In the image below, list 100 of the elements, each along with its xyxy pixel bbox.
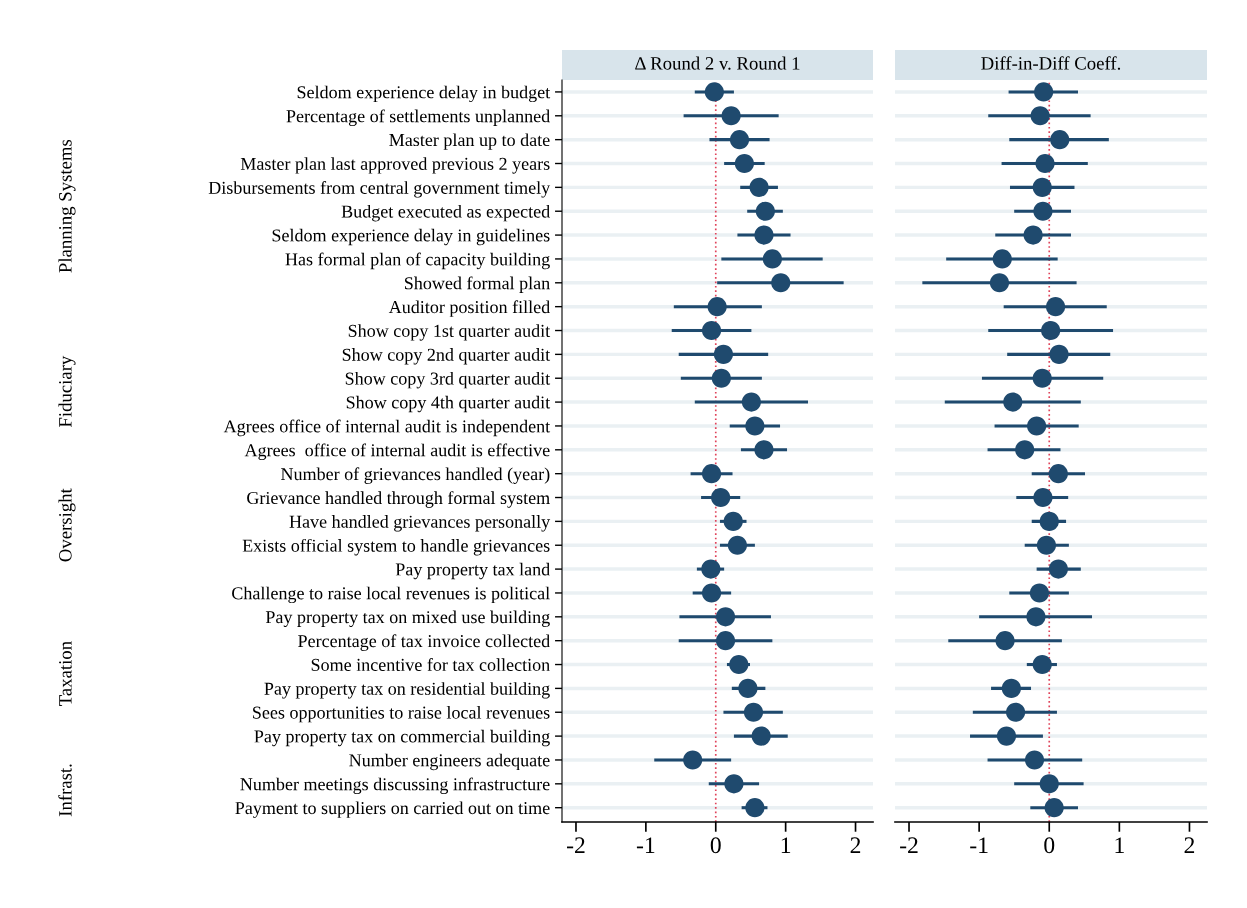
text: Fiduciary: [58, 355, 76, 428]
point: [1006, 702, 1026, 722]
point: [729, 654, 749, 675]
point: [723, 511, 743, 531]
point: [701, 320, 722, 341]
point: [721, 106, 741, 126]
point: [711, 487, 731, 508]
y-tick-label: Has formal plan of capacity building: [285, 252, 550, 270]
point: [738, 678, 758, 698]
point: [713, 344, 734, 364]
y-tick-label: Master plan last approved previous 2 years: [240, 157, 550, 174]
y-tick-label: Some incentive for tax collection: [311, 658, 550, 671]
y-tick-label: Have handled grievances personally: [289, 515, 551, 532]
point: [715, 631, 736, 651]
point: [701, 583, 722, 603]
point: [707, 297, 727, 317]
point: [1015, 440, 1035, 460]
point: [1003, 392, 1023, 412]
y-tick-label: Show copy 4th quarter audit: [346, 395, 551, 413]
point: [1029, 583, 1049, 603]
point: [1048, 464, 1068, 484]
y-tick-label: Budget executed as expected: [341, 204, 550, 222]
point: [754, 225, 774, 245]
point: [1030, 106, 1050, 126]
x-tick-label: -2: [900, 837, 918, 853]
point: [704, 82, 724, 102]
x-tick-label: 0: [710, 837, 721, 854]
point: [1034, 82, 1054, 102]
point: [701, 559, 721, 579]
y-tick-label: Agrees office of internal audit is independent: [223, 419, 551, 437]
y-tick-label: Seldom experience delay in budget: [297, 85, 551, 103]
point: [762, 249, 782, 269]
y-tick-label: Exists official system to handle grievances: [242, 538, 550, 556]
point: [1026, 607, 1046, 627]
y-tick-label: Number meetings discussing infrastructure: [240, 777, 550, 795]
x-tick-label: 2: [1184, 837, 1195, 853]
point: [992, 249, 1012, 269]
point: [683, 750, 703, 770]
point: [701, 464, 722, 484]
y-tick-label: Number of grievances handled (year): [281, 467, 550, 484]
point: [1039, 511, 1059, 531]
point: [1048, 559, 1068, 579]
y-tick-label: Agrees office of internal audit is effective: [244, 443, 550, 461]
y-tick-label: Show copy 2nd quarter audit: [342, 348, 551, 365]
y-tick-label: Master plan up to date: [389, 133, 550, 150]
point: [1033, 201, 1053, 221]
chart-title: Diff-in-Diff Coeff.: [981, 56, 1121, 70]
point: [734, 153, 754, 174]
y-tick-label: Challenge to raise local revenues is political: [232, 586, 550, 604]
chart-title: Δ Round 2 v. Round 1: [635, 56, 800, 70]
x-tick-label: -1: [636, 837, 655, 853]
point: [996, 726, 1017, 746]
point: [755, 201, 775, 221]
point: [715, 607, 736, 627]
y-tick-label: Disbursements from central government timely: [208, 181, 551, 198]
y-tick-label: Percentage of settlements unplanned: [286, 109, 550, 127]
text: Oversight: [58, 488, 76, 562]
point: [1024, 750, 1045, 770]
point: [1027, 416, 1047, 436]
point: [729, 130, 750, 150]
point: [1044, 798, 1064, 818]
y-tick-label: Seldom experience delay in guidelines: [272, 228, 550, 246]
point: [1001, 678, 1021, 698]
y-tick-label: Pay property tax on residential building: [264, 682, 550, 699]
text: Infrast.: [58, 764, 72, 817]
y-tick-label: Number engineers adequate: [349, 753, 550, 771]
y-tick-label: Pay property tax on mixed use building: [265, 610, 550, 627]
point: [1049, 344, 1069, 364]
y-tick-label: Auditor position filled: [388, 300, 550, 317]
point: [749, 177, 769, 197]
point: [989, 273, 1010, 293]
point: [1032, 368, 1052, 388]
y-tick-label: Sees opportunities to raise local revenues: [253, 705, 550, 723]
text: Taxation: [59, 641, 72, 706]
x-tick-label: 2: [850, 837, 861, 853]
point: [754, 440, 774, 460]
point: [711, 368, 731, 388]
y-tick-label: Show copy 3rd quarter audit: [345, 371, 551, 389]
y-tick-label: Show copy 1st quarter audit: [348, 324, 551, 341]
y-tick-label: Pay property tax land: [395, 562, 550, 580]
y-tick-label: Payment to suppliers on carried out on time: [235, 801, 550, 818]
point: [1033, 487, 1053, 508]
x-tick-label: -2: [567, 837, 585, 853]
point: [995, 631, 1015, 651]
x-tick-label: 1: [781, 837, 791, 853]
point: [743, 702, 764, 722]
y-tick-label: Pay property tax on commercial building: [254, 729, 550, 747]
point: [1050, 130, 1070, 150]
point: [1039, 774, 1059, 794]
point: [1036, 535, 1057, 555]
y-tick-label: Grievance handled through formal system: [247, 491, 550, 508]
text: Planning Systems: [58, 139, 76, 273]
x-tick-label: 1: [1115, 837, 1124, 853]
y-tick-label: Showed formal plan: [404, 276, 550, 293]
point: [1032, 654, 1052, 675]
point: [751, 726, 771, 746]
point: [1041, 320, 1061, 341]
point: [1023, 225, 1043, 245]
point: [745, 416, 765, 436]
point: [727, 535, 747, 555]
